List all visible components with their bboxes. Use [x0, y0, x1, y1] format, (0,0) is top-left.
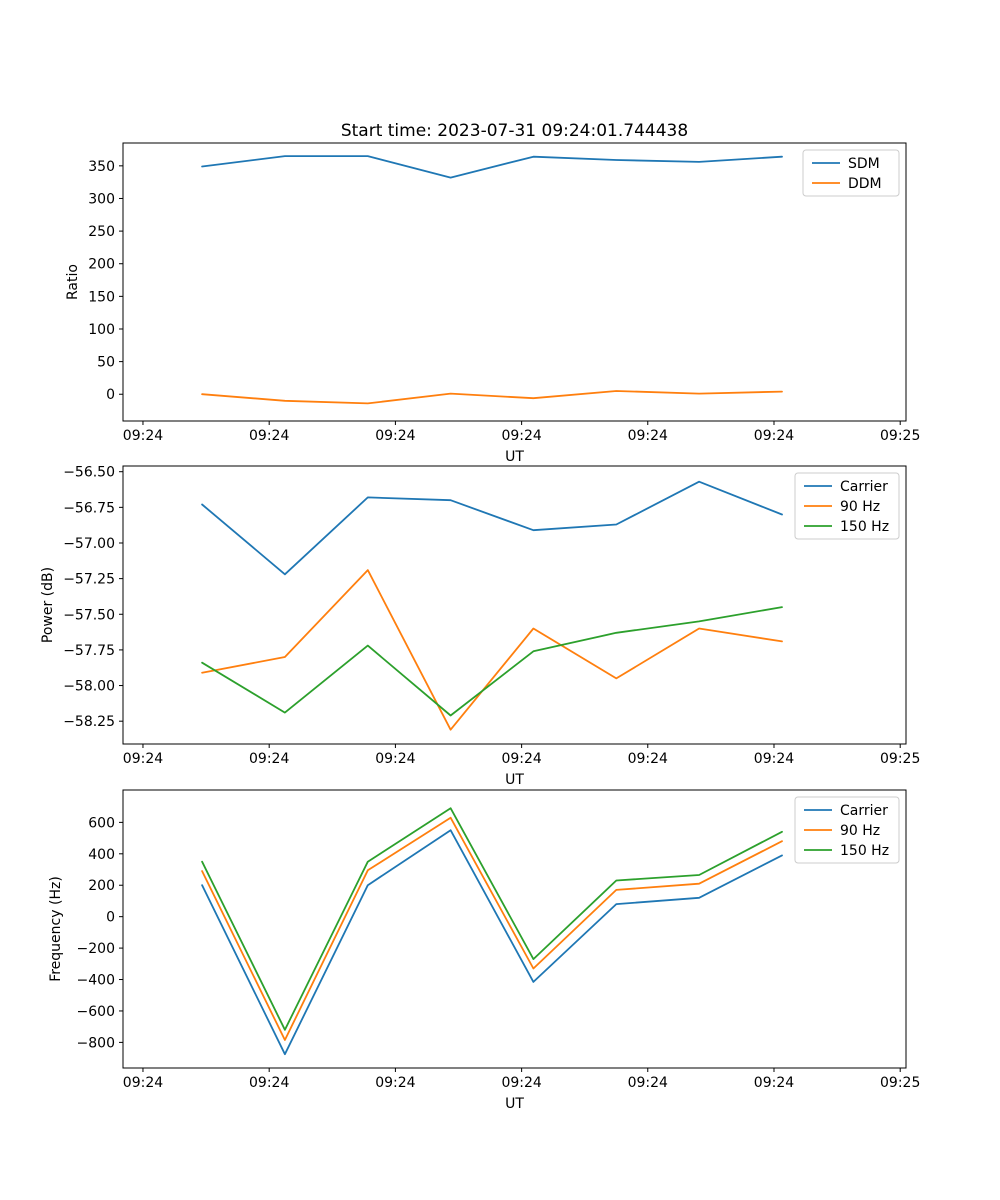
y-tick-label: −600 [77, 1004, 115, 1020]
x-tick-label: 09:24 [375, 1075, 415, 1091]
y-tick-label: −58.25 [63, 714, 115, 730]
x-tick-label: 09:24 [754, 751, 794, 767]
plot-frame [122, 789, 907, 1069]
series-150-hz [201, 606, 783, 717]
legend-box [794, 472, 900, 540]
x-tick-label: 09:24 [628, 1075, 668, 1091]
y-tick-label: 400 [88, 847, 115, 863]
y-tick-label: 600 [88, 815, 115, 831]
legend-label: 90 Hz [840, 823, 880, 839]
y-tick-label: −200 [77, 941, 115, 957]
legend-label: Carrier [840, 803, 888, 819]
y-tick-label: −57.25 [63, 572, 115, 588]
y-tick-label: 250 [88, 224, 115, 240]
series-90-hz [201, 569, 783, 731]
x-tick-label: 09:24 [754, 428, 794, 444]
x-tick-label: 09:24 [123, 751, 163, 767]
y-tick-label: −57.50 [63, 607, 115, 623]
x-tick-label: 09:24 [754, 1075, 794, 1091]
series-carrier [201, 480, 783, 576]
y-tick-label: −56.50 [63, 465, 115, 481]
legend: Carrier 90 Hz 150 Hz [794, 796, 900, 864]
figure-title: Start time: 2023-07-31 09:24:01.744438 [341, 121, 688, 141]
x-axis-label: UT [505, 1096, 524, 1112]
legend-label: 90 Hz [840, 499, 880, 515]
y-tick-label: 200 [88, 878, 115, 894]
legend-label: DDM [848, 176, 882, 192]
legend-box [802, 149, 900, 197]
series-carrier [201, 829, 783, 1056]
legend-label: 150 Hz [840, 843, 889, 859]
x-tick-label: 09:25 [880, 1075, 920, 1091]
series-ddm [201, 390, 783, 405]
y-axis-label: Ratio [65, 264, 81, 300]
y-tick-label: −400 [77, 973, 115, 989]
chart-power: 09:24 09:24 09:24 09:24 09:24 09:24 09:25 −56.5… [40, 465, 920, 788]
x-tick-label: 09:24 [249, 751, 289, 767]
legend-box [794, 796, 900, 864]
y-tick-label: −800 [77, 1035, 115, 1051]
y-tick-label: 100 [88, 322, 115, 338]
x-tick-label: 09:24 [501, 751, 541, 767]
x-axis-label: UT [505, 449, 524, 465]
y-tick-label: 150 [88, 289, 115, 305]
x-axis-label: UT [505, 772, 524, 788]
legend: Carrier 90 Hz 150 Hz [794, 472, 900, 540]
y-tick-label: 50 [97, 355, 115, 371]
chart-frequency: 09:24 09:24 09:24 09:24 09:24 09:24 09:25 600 40… [48, 789, 920, 1112]
legend: SDM DDM [802, 149, 900, 197]
y-tick-label: −58.00 [63, 679, 115, 695]
legend-label: 150 Hz [840, 519, 889, 535]
series-sdm [201, 155, 783, 179]
legend-label: SDM [848, 156, 880, 172]
plot-frame [122, 142, 907, 422]
plot-frame [122, 465, 907, 745]
y-axis-label: Frequency (Hz) [48, 876, 64, 982]
x-tick-label: 09:25 [880, 428, 920, 444]
y-axis-label: Power (dB) [40, 567, 56, 643]
legend-label: Carrier [840, 479, 888, 495]
chart-ratio: 09:24 09:24 09:24 09:24 09:24 09:24 09:25 350 30… [65, 142, 920, 465]
y-tick-label: 350 [88, 159, 115, 175]
x-tick-label: 09:24 [375, 428, 415, 444]
x-tick-label: 09:25 [880, 751, 920, 767]
x-tick-label: 09:24 [628, 428, 668, 444]
x-tick-label: 09:24 [123, 1075, 163, 1091]
y-tick-label: 200 [88, 257, 115, 273]
y-tick-label: −57.75 [63, 643, 115, 659]
series-150-hz [201, 807, 783, 1031]
x-tick-label: 09:24 [375, 751, 415, 767]
y-tick-label: −57.00 [63, 536, 115, 552]
y-tick-label: 300 [88, 191, 115, 207]
x-tick-label: 09:24 [501, 1075, 541, 1091]
y-tick-label: −56.75 [63, 500, 115, 516]
x-tick-label: 09:24 [249, 428, 289, 444]
x-tick-label: 09:24 [628, 751, 668, 767]
y-tick-label: 0 [106, 910, 115, 926]
x-tick-label: 09:24 [501, 428, 541, 444]
y-tick-label: 0 [106, 387, 115, 403]
series-90-hz [201, 816, 783, 1041]
x-tick-label: 09:24 [123, 428, 163, 444]
x-tick-label: 09:24 [249, 1075, 289, 1091]
